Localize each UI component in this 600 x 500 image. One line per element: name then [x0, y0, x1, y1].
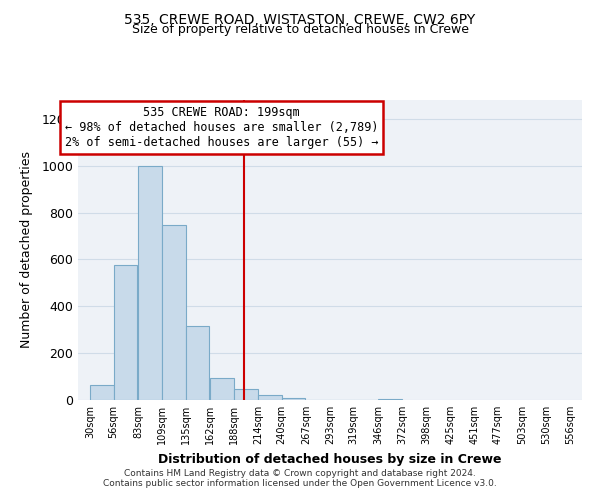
Text: 535 CREWE ROAD: 199sqm
← 98% of detached houses are smaller (2,789)
2% of semi-d: 535 CREWE ROAD: 199sqm ← 98% of detached…	[65, 106, 379, 149]
Bar	[186, 326, 209, 400]
Bar	[211, 378, 234, 400]
Bar	[90, 385, 113, 400]
Text: Contains HM Land Registry data © Crown copyright and database right 2024.: Contains HM Land Registry data © Crown c…	[124, 468, 476, 477]
Bar	[281, 398, 305, 400]
Bar	[234, 390, 258, 400]
Text: Contains public sector information licensed under the Open Government Licence v3: Contains public sector information licen…	[103, 478, 497, 488]
Bar	[379, 399, 402, 400]
Bar	[138, 166, 162, 400]
Text: Size of property relative to detached houses in Crewe: Size of property relative to detached ho…	[131, 22, 469, 36]
Bar	[258, 396, 281, 400]
Y-axis label: Number of detached properties: Number of detached properties	[20, 152, 33, 348]
X-axis label: Distribution of detached houses by size in Crewe: Distribution of detached houses by size …	[158, 452, 502, 466]
Bar	[113, 265, 137, 400]
Text: 535, CREWE ROAD, WISTASTON, CREWE, CW2 6PY: 535, CREWE ROAD, WISTASTON, CREWE, CW2 6…	[124, 12, 476, 26]
Bar	[162, 226, 186, 400]
